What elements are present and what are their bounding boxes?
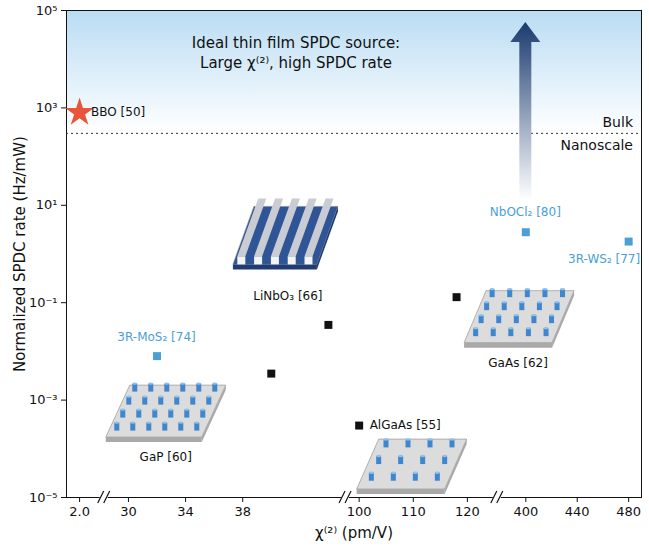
svg-text:38: 38	[234, 504, 251, 519]
svg-text:3R-MoS₂ [74]: 3R-MoS₂ [74]	[117, 330, 195, 344]
svg-text:AlGaAs [55]: AlGaAs [55]	[370, 418, 441, 432]
svg-text:10³: 10³	[36, 100, 58, 115]
svg-text:440: 440	[565, 504, 590, 519]
svg-text:χ⁽²⁾ (pm/V): χ⁽²⁾ (pm/V)	[315, 524, 393, 542]
svg-text:10⁵: 10⁵	[36, 3, 58, 18]
svg-text:110: 110	[401, 504, 426, 519]
svg-text:NbOCl₂ [80]: NbOCl₂ [80]	[490, 205, 561, 219]
svg-text:GaAs [62]: GaAs [62]	[488, 356, 548, 370]
svg-text:Normalized SPDC rate (Hz/mW): Normalized SPDC rate (Hz/mW)	[11, 136, 29, 372]
svg-text:BBO [50]: BBO [50]	[91, 105, 145, 119]
svg-text:34: 34	[177, 504, 194, 519]
svg-text:LiNbO₃ [66]: LiNbO₃ [66]	[253, 289, 322, 303]
svg-text:10⁻⁵: 10⁻⁵	[29, 490, 58, 505]
svg-text:480: 480	[616, 504, 641, 519]
svg-text:3R-WS₂ [77]: 3R-WS₂ [77]	[568, 252, 640, 266]
svg-text:10⁻¹: 10⁻¹	[29, 295, 58, 310]
svg-text:400: 400	[513, 504, 538, 519]
svg-text:100: 100	[347, 504, 372, 519]
svg-text:Ideal thin film SPDC source:: Ideal thin film SPDC source:	[192, 34, 400, 52]
svg-text:120: 120	[455, 504, 480, 519]
svg-text:Nanoscale: Nanoscale	[560, 137, 633, 153]
svg-text:2.0: 2.0	[69, 504, 90, 519]
svg-text:GaP [60]: GaP [60]	[140, 450, 192, 464]
svg-text:Large χ⁽²⁾, high SPDC rate: Large χ⁽²⁾, high SPDC rate	[200, 54, 392, 72]
svg-text:10⁻³: 10⁻³	[29, 392, 58, 407]
svg-text:Bulk: Bulk	[603, 114, 634, 130]
svg-text:10¹: 10¹	[36, 197, 58, 212]
svg-text:30: 30	[120, 504, 137, 519]
